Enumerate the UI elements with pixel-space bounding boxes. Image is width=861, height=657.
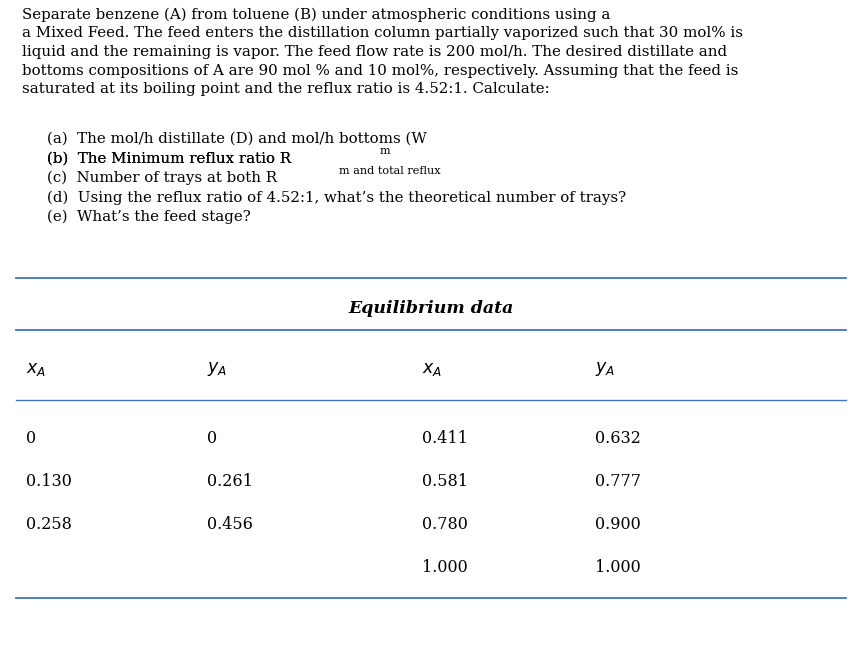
Text: saturated at its boiling point and the reflux ratio is 4.52:1. Calculate:: saturated at its boiling point and the r…: [22, 82, 548, 96]
Text: 0.456: 0.456: [207, 516, 252, 533]
Text: Separate benzene (A) from toluene (B) under atmospheric conditions using a: Separate benzene (A) from toluene (B) un…: [22, 8, 610, 22]
Text: 0.258: 0.258: [26, 516, 71, 533]
Text: (c)  Number of trays at both R: (c) Number of trays at both R: [47, 171, 277, 185]
Text: 0.581: 0.581: [422, 473, 468, 490]
Text: m: m: [379, 147, 389, 156]
Text: Equilibrium data: Equilibrium data: [348, 300, 513, 317]
Text: 0.632: 0.632: [594, 430, 640, 447]
Text: 0.130: 0.130: [26, 473, 71, 490]
Text: 0.261: 0.261: [207, 473, 252, 490]
Text: 0: 0: [207, 430, 217, 447]
Text: a Mixed Feed. The feed enters the distillation column partially vaporized such t: a Mixed Feed. The feed enters the distil…: [22, 26, 741, 41]
Text: bottoms compositions of A are 90 mol % and 10 mol%, respectively. Assuming that : bottoms compositions of A are 90 mol % a…: [22, 64, 737, 78]
Text: 1.000: 1.000: [594, 559, 640, 576]
Text: 0.777: 0.777: [594, 473, 640, 490]
Text: liquid and the remaining is vapor. The feed flow rate is 200 mol/h. The desired : liquid and the remaining is vapor. The f…: [22, 45, 726, 59]
Text: (d)  Using the reflux ratio of 4.52:1, what’s the theoretical number of trays?: (d) Using the reflux ratio of 4.52:1, wh…: [47, 191, 626, 205]
Text: m and total reflux: m and total reflux: [338, 166, 440, 175]
Text: $\mathit{x}_{\mathit{A}}$: $\mathit{x}_{\mathit{A}}$: [422, 360, 442, 378]
Text: 0.780: 0.780: [422, 516, 468, 533]
Text: 0.411: 0.411: [422, 430, 468, 447]
Text: (b)  The Minimum reflux ratio R: (b) The Minimum reflux ratio R: [47, 152, 291, 166]
Text: $\mathit{y}_{\mathit{A}}$: $\mathit{y}_{\mathit{A}}$: [594, 360, 614, 378]
Text: $\mathit{x}_{\mathit{A}}$: $\mathit{x}_{\mathit{A}}$: [26, 360, 46, 378]
Text: 1.000: 1.000: [422, 559, 468, 576]
Text: 0.900: 0.900: [594, 516, 640, 533]
Text: 0: 0: [26, 430, 36, 447]
Text: (e)  What’s the feed stage?: (e) What’s the feed stage?: [47, 210, 251, 225]
Text: $\mathit{y}_{\mathit{A}}$: $\mathit{y}_{\mathit{A}}$: [207, 360, 226, 378]
Text: (b)  The Minimum reflux ratio R: (b) The Minimum reflux ratio R: [47, 152, 291, 166]
Text: (a)  The mol/h distillate (D) and mol/h bottoms (W: (a) The mol/h distillate (D) and mol/h b…: [47, 132, 427, 146]
